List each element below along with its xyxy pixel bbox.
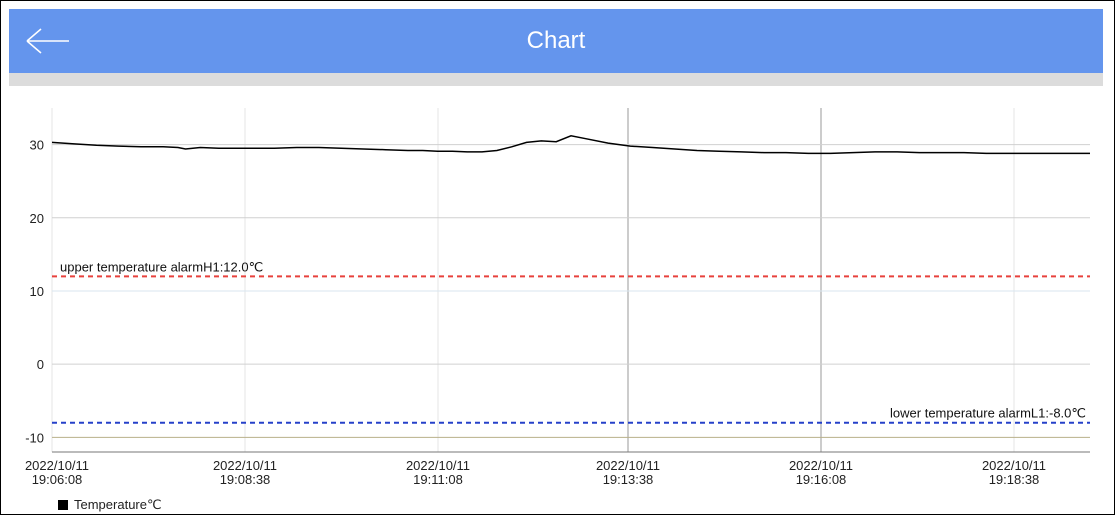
title-bar: Chart — [9, 9, 1103, 73]
x-tick-label: 19:16:08 — [796, 472, 847, 487]
y-tick-label: 30 — [30, 138, 44, 153]
x-tick-label: 19:11:08 — [413, 472, 463, 487]
y-tick-label: 20 — [30, 211, 44, 226]
x-tick-label: 19:06:08 — [32, 472, 83, 487]
legend-label: Temperature℃ — [74, 497, 162, 512]
x-tick-label: 2022/10/11 — [982, 458, 1046, 473]
x-tick-label: 2022/10/11 — [25, 458, 89, 473]
y-tick-label: -10 — [25, 430, 44, 445]
x-tick-label: 19:08:38 — [220, 472, 271, 487]
x-tick-label: 2022/10/11 — [406, 458, 470, 473]
x-tick-label: 2022/10/11 — [596, 458, 660, 473]
x-tick-label: 19:13:38 — [603, 472, 654, 487]
page-title: Chart — [526, 27, 586, 54]
limit-line-label: lower temperature alarmL1:-8.0℃ — [890, 406, 1086, 421]
back-button[interactable] — [23, 23, 73, 59]
chart-legend: Temperature℃ — [58, 497, 162, 513]
x-tick-label: 19:18:38 — [989, 472, 1040, 487]
y-tick-label: 0 — [37, 357, 44, 372]
temperature-chart: 3020100-102022/10/1119:06:082022/10/1119… — [25, 108, 1090, 487]
limit-line-label: upper temperature alarmH1:12.0℃ — [60, 259, 263, 274]
x-tick-label: 2022/10/11 — [789, 458, 853, 473]
x-tick-label: 2022/10/11 — [213, 458, 277, 473]
temperature-series-line — [51, 135, 1090, 155]
header-divider — [9, 73, 1103, 86]
y-tick-label: 10 — [30, 284, 44, 299]
legend-swatch — [58, 500, 68, 510]
arrow-left-icon — [26, 28, 69, 54]
